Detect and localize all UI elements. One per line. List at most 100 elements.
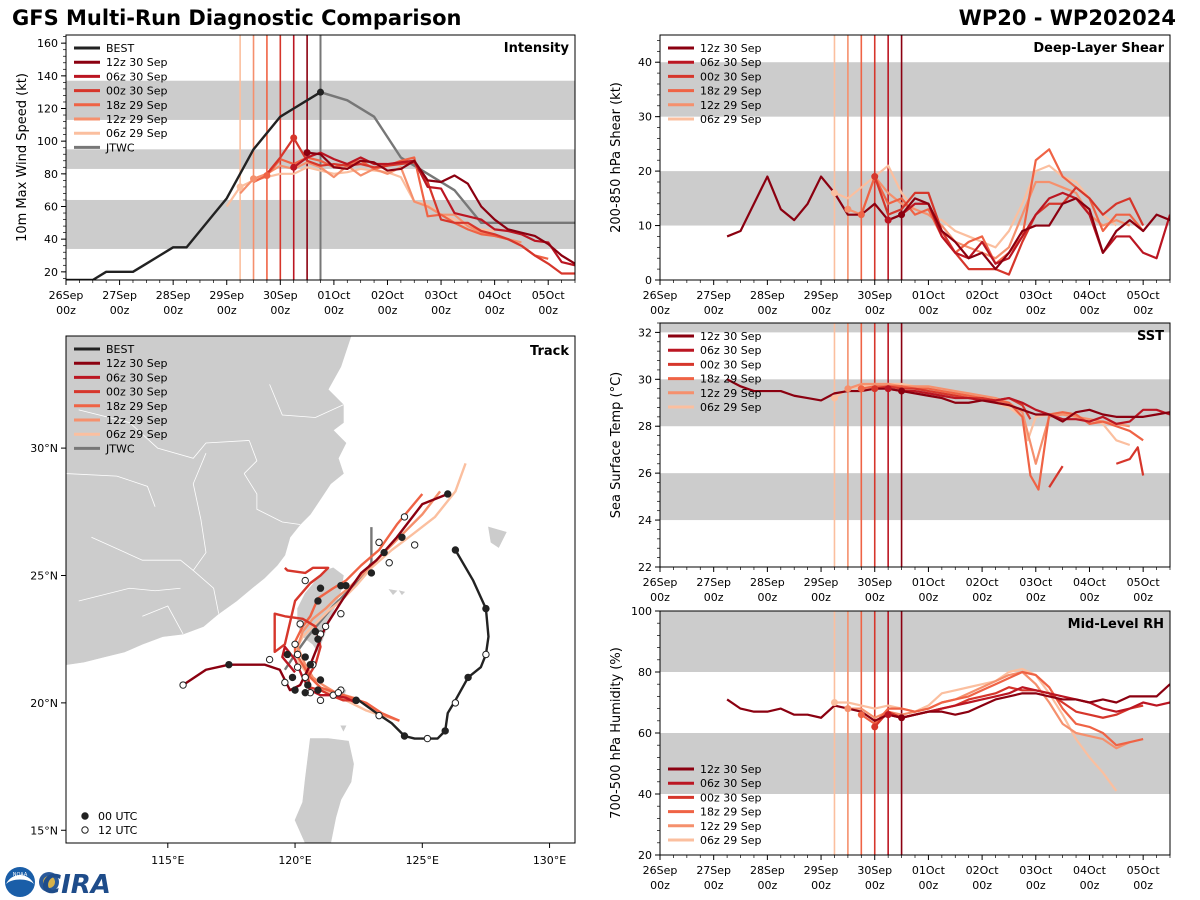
x-tick-label-date: 30Sep xyxy=(263,289,298,302)
x-tick-label-hour: 00z xyxy=(972,304,992,317)
x-tick-label-hour: 00z xyxy=(650,879,670,892)
x-tick-label-hour: 00z xyxy=(865,879,885,892)
admin-border-3 xyxy=(243,473,301,525)
admin-border-2 xyxy=(243,440,258,474)
x-tick-label-date: 02Oct xyxy=(966,289,1000,302)
x-tick-label-date: 26Sep xyxy=(643,289,678,302)
x-tick-label-date: 27Sep xyxy=(696,289,731,302)
x-tick-label-date: 02Oct xyxy=(371,289,405,302)
init-marker-12z-30-sep xyxy=(898,211,906,219)
x-tick-label-date: 26Sep xyxy=(643,576,678,589)
x-tick-label-hour: 00z xyxy=(1026,304,1046,317)
panel-title: Mid-Level RH xyxy=(1068,617,1164,632)
series-line-12z-30-sep xyxy=(306,151,575,265)
x-tick-label-date: 01Oct xyxy=(912,289,946,302)
legend-label-12z-30-sep: 12z 30 Sep xyxy=(106,357,168,370)
track-point-12utc xyxy=(482,650,490,659)
x-tick-label-hour: 00z xyxy=(919,304,939,317)
x-tick-label-hour: 00z xyxy=(1133,304,1153,317)
y-tick-label: 20 xyxy=(44,266,58,279)
legend-label-12z-30-sep: 12z 30 Sep xyxy=(700,763,762,776)
track-point-12utc xyxy=(451,699,460,707)
cira-logo: CIRA xyxy=(39,870,111,900)
lat-tick-label: 25°N xyxy=(30,569,58,582)
x-tick-label-hour: 00z xyxy=(1026,879,1046,892)
x-tick-label-hour: 00z xyxy=(757,591,777,604)
x-tick-label-date: 01Oct xyxy=(317,289,351,302)
x-tick-label-date: 28Sep xyxy=(750,576,785,589)
y-tick-label: 30 xyxy=(638,373,652,386)
lon-tick-label: 125°E xyxy=(406,854,439,867)
y-tick-label: 140 xyxy=(37,70,58,83)
admin-border-4 xyxy=(192,453,220,614)
shear-panel: 0 10 20 30 40 26Sep 00z 27Sep 00z 28Sep 00z 29Sep 00… xyxy=(609,34,1171,317)
lon-tick-label: 120°E xyxy=(278,854,311,867)
track-point-12utc xyxy=(400,513,409,521)
y-tick-label: 160 xyxy=(37,37,58,50)
x-tick-label-hour: 00z xyxy=(811,879,831,892)
track-point-12utc xyxy=(296,620,304,628)
y-tick-label: 20 xyxy=(638,849,652,862)
legend-label-18z-29-sep: 18z 29 Sep xyxy=(700,373,762,386)
threshold-band-2 xyxy=(660,62,1170,117)
y-tick-label: 40 xyxy=(638,788,652,801)
track-point-00utc xyxy=(288,673,297,682)
x-tick-label-date: 05Oct xyxy=(1127,289,1161,302)
y-tick-label: 80 xyxy=(638,666,652,679)
legend-label-06z-29-sep: 06z 29 Sep xyxy=(106,127,168,140)
land-china-coast xyxy=(66,336,352,665)
track-point-12utc xyxy=(321,622,330,631)
x-tick-label-hour: 00z xyxy=(704,591,724,604)
track-point-00utc xyxy=(291,686,299,694)
track-point-00utc xyxy=(352,696,360,705)
track-point-00utc xyxy=(316,584,325,592)
x-tick-label-hour: 00z xyxy=(378,304,398,317)
x-tick-label-date: 05Oct xyxy=(1127,864,1161,877)
legend-label-06z-30-sep: 06z 30 Sep xyxy=(106,70,168,83)
panel-title: Deep-Layer Shear xyxy=(1033,41,1164,56)
legend-label-00z-30-sep: 00z 30 Sep xyxy=(106,85,168,98)
track-point-12utc xyxy=(179,681,187,689)
legend-label-12z-29-sep: 12z 29 Sep xyxy=(106,414,168,427)
track-point-12utc xyxy=(301,673,309,682)
track-point-12utc xyxy=(281,678,289,687)
series-line-00z-30-sep-c xyxy=(1115,446,1145,476)
track-point-00utc xyxy=(451,546,460,554)
x-tick-label-date: 03Oct xyxy=(425,289,459,302)
panel-title: Intensity xyxy=(504,41,570,56)
y-tick-label: 40 xyxy=(638,56,652,69)
x-tick-label-hour: 00z xyxy=(865,304,885,317)
plot-area xyxy=(660,323,1170,567)
x-tick-label-hour: 00z xyxy=(811,304,831,317)
x-tick-label-hour: 00z xyxy=(650,591,670,604)
init-marker-00z-30-sep xyxy=(871,723,879,731)
plot-clip-group xyxy=(660,35,1170,280)
track-point-00utc xyxy=(464,673,472,682)
rh-panel: 20 40 60 80 100 26Sep 00z 27Sep 00z 28Sep 00z 29Sep… xyxy=(609,605,1171,892)
x-tick-label-date: 04Oct xyxy=(1073,289,1107,302)
x-tick-label-hour: 00z xyxy=(1080,591,1100,604)
init-marker-06z-29-sep xyxy=(830,699,838,706)
legend-label-18z-29-sep: 18z 29 Sep xyxy=(106,400,168,413)
x-tick-label-date: 30Sep xyxy=(857,289,892,302)
init-marker-06z-30-sep xyxy=(884,385,892,393)
init-marker-18z-29-sep xyxy=(857,711,865,719)
legend-label-best: BEST xyxy=(106,343,134,356)
y-tick-label: 10 xyxy=(638,220,652,233)
admin-border-5 xyxy=(91,536,194,571)
track-point-00utc xyxy=(398,533,406,541)
track-point-00utc xyxy=(306,660,315,669)
y-tick-label: 30 xyxy=(638,111,652,124)
x-tick-label-hour: 00z xyxy=(1133,591,1153,604)
panel-title: Track xyxy=(530,344,569,359)
x-tick-label-date: 27Sep xyxy=(696,576,731,589)
y-axis-label: 200-850 hPa Shear (kt) xyxy=(609,82,624,233)
series-line-06z-30-sep xyxy=(293,151,575,267)
track-point-00utc xyxy=(482,604,490,613)
land-luzon xyxy=(294,738,354,843)
track-point-00utc xyxy=(225,660,233,669)
threshold-band-2 xyxy=(660,611,1170,672)
sst-panel: 22 24 26 28 30 32 26Sep 00z 27Sep 00z 28Sep 00z 29Se… xyxy=(609,322,1171,604)
track-point-12utc xyxy=(316,696,325,705)
